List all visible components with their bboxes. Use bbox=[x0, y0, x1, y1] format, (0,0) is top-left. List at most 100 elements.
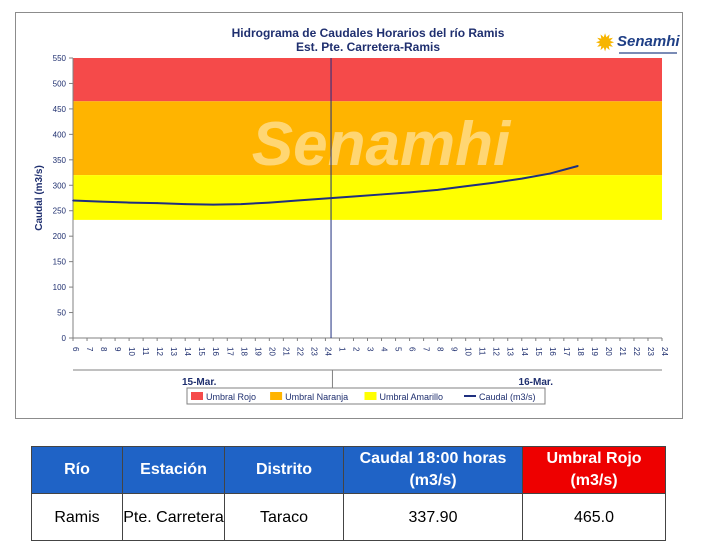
x-tick-label: 21 bbox=[618, 347, 627, 356]
series-point bbox=[352, 195, 355, 198]
x-tick-label: 18 bbox=[576, 347, 585, 356]
x-tick-label: 20 bbox=[267, 347, 276, 356]
cell-estacion: Pte. Carretera bbox=[122, 493, 225, 541]
x-tick-label: 19 bbox=[590, 347, 599, 356]
y-tick-label: 450 bbox=[53, 105, 67, 114]
x-tick-label: 2 bbox=[351, 347, 360, 352]
x-tick-label: 16 bbox=[548, 347, 557, 356]
x-tick-label: 5 bbox=[394, 347, 403, 352]
x-tick-label: 22 bbox=[632, 347, 641, 356]
y-tick-label: 200 bbox=[53, 232, 67, 241]
legend-label: Umbral Amarillo bbox=[380, 392, 444, 402]
hydrograph-chart: Hidrograma de Caudales Horarios del río … bbox=[34, 26, 669, 405]
series-point bbox=[520, 177, 523, 180]
x-tick-label: 8 bbox=[436, 347, 445, 352]
x-tick-label: 19 bbox=[253, 347, 262, 356]
legend-swatch bbox=[191, 392, 203, 400]
day-label: 16-Mar. bbox=[519, 377, 554, 388]
table-header-row: Río Estación Distrito Caudal 18:00 horas… bbox=[31, 446, 666, 494]
cell-caudal: 337.90 bbox=[343, 493, 523, 541]
x-tick-label: 6 bbox=[408, 347, 417, 352]
series-point bbox=[577, 165, 579, 167]
x-tick-label: 7 bbox=[85, 347, 94, 352]
x-tick-label: 10 bbox=[464, 347, 473, 356]
series-point bbox=[380, 193, 383, 196]
x-tick-label: 14 bbox=[520, 347, 529, 356]
x-tick-label: 24 bbox=[660, 347, 669, 356]
cell-distrito: Taraco bbox=[224, 493, 344, 541]
series-point bbox=[324, 197, 327, 200]
legend-swatch bbox=[270, 392, 283, 400]
logo-underline bbox=[619, 52, 677, 54]
x-tick-label: 16 bbox=[211, 347, 220, 356]
series-point bbox=[156, 202, 158, 204]
series-point bbox=[212, 203, 215, 206]
x-tick-label: 4 bbox=[380, 347, 389, 352]
y-tick-label: 550 bbox=[53, 54, 67, 63]
x-tick-label: 24 bbox=[323, 347, 332, 356]
series-point bbox=[492, 181, 495, 184]
header-distrito: Distrito bbox=[224, 446, 344, 494]
table-row: Ramis Pte. Carretera Taraco 337.90 465.0 bbox=[31, 493, 666, 541]
chart-title: Hidrograma de Caudales Horarios del río … bbox=[232, 26, 505, 40]
band-umbral-rojo bbox=[73, 58, 662, 102]
x-tick-label: 7 bbox=[422, 347, 431, 352]
y-tick-label: 400 bbox=[53, 130, 67, 139]
x-tick-label: 13 bbox=[169, 347, 178, 356]
x-tick-label: 14 bbox=[183, 347, 192, 356]
y-tick-label: 100 bbox=[53, 283, 67, 292]
x-tick-label: 21 bbox=[281, 347, 290, 356]
x-tick-label: 9 bbox=[113, 347, 122, 352]
chart-subtitle: Est. Pte. Carretera-Ramis bbox=[296, 40, 440, 54]
series-point bbox=[72, 199, 74, 202]
series-point bbox=[240, 203, 243, 205]
x-tick-label: 11 bbox=[478, 347, 487, 356]
series-point bbox=[184, 203, 186, 205]
flow-table: Río Estación Distrito Caudal 18:00 horas… bbox=[31, 446, 666, 541]
chart-frame: Hidrograma de Caudales Horarios del río … bbox=[15, 12, 683, 419]
header-caudal: Caudal 18:00 horas (m3/s) bbox=[343, 446, 523, 494]
y-axis-label: Caudal (m3/s) bbox=[34, 165, 45, 231]
x-tick-label: 23 bbox=[309, 347, 318, 356]
header-estacion: Estación bbox=[122, 446, 225, 494]
y-tick-label: 500 bbox=[53, 79, 67, 88]
series-point bbox=[268, 201, 271, 204]
x-tick-label: 3 bbox=[366, 347, 375, 352]
day-label: 15-Mar. bbox=[182, 377, 217, 388]
x-tick-label: 17 bbox=[562, 347, 571, 356]
y-tick-label: 150 bbox=[53, 258, 67, 267]
x-tick-label: 12 bbox=[155, 347, 164, 356]
x-tick-label: 18 bbox=[239, 347, 248, 356]
y-tick-label: 0 bbox=[62, 334, 67, 343]
logo-text: Senamhi bbox=[617, 33, 680, 50]
series-point bbox=[296, 199, 299, 202]
sun-icon: ✹ bbox=[595, 30, 616, 57]
x-tick-label: 1 bbox=[337, 347, 346, 352]
x-tick-label: 17 bbox=[225, 347, 234, 356]
cell-rio: Ramis bbox=[31, 493, 123, 541]
legend-label: Umbral Rojo bbox=[206, 392, 256, 402]
legend-label: Umbral Naranja bbox=[285, 392, 348, 402]
y-tick-label: 300 bbox=[53, 181, 67, 190]
x-tick-label: 20 bbox=[604, 347, 613, 356]
y-tick-label: 50 bbox=[57, 309, 66, 318]
series-point bbox=[128, 201, 130, 204]
x-tick-label: 11 bbox=[141, 347, 150, 356]
cell-umbral-rojo: 465.0 bbox=[522, 493, 666, 541]
x-tick-label: 15 bbox=[534, 347, 543, 356]
x-tick-label: 6 bbox=[71, 347, 80, 352]
watermark: Senamhi bbox=[252, 110, 512, 179]
legend-swatch bbox=[364, 392, 377, 400]
series-point bbox=[549, 172, 551, 175]
x-tick-label: 12 bbox=[492, 347, 501, 356]
x-tick-label: 13 bbox=[506, 347, 515, 356]
legend-label: Caudal (m3/s) bbox=[479, 392, 536, 402]
x-tick-label: 23 bbox=[646, 347, 655, 356]
x-tick-label: 22 bbox=[295, 347, 304, 356]
senamhi-logo: ✹ Senamhi bbox=[593, 23, 683, 65]
x-tick-label: 8 bbox=[99, 347, 108, 352]
band-umbral-amarillo bbox=[73, 175, 662, 220]
x-tick-label: 15 bbox=[197, 347, 206, 356]
band-umbral-naranja bbox=[73, 101, 662, 176]
y-tick-label: 350 bbox=[53, 156, 67, 165]
